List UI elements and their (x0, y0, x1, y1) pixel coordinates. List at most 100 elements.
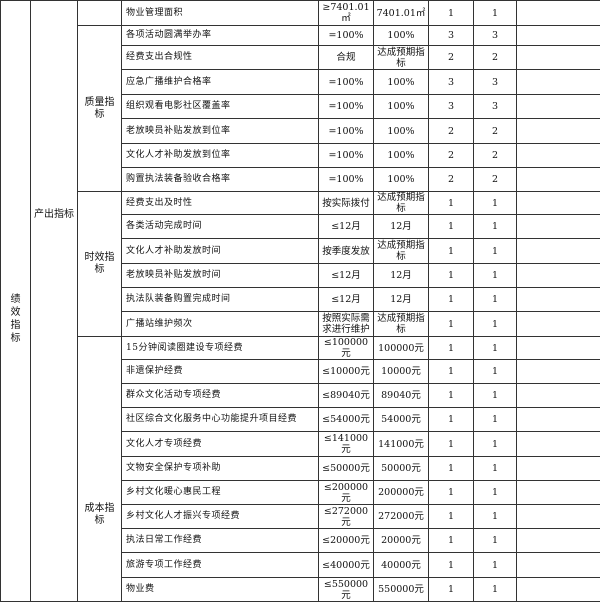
group-top-label: 绩效指标 (10, 293, 22, 345)
achieved-score: 1 (474, 481, 517, 505)
indicator-name: 文化人才补助发放时间 (122, 239, 319, 264)
achieved-score: 1 (474, 360, 517, 384)
target-value: 合规 (319, 46, 374, 70)
remarks-cell (517, 46, 600, 70)
indicator-name: 组织观看电影社区覆盖率 (122, 95, 319, 119)
achieved-score: 2 (474, 119, 517, 144)
remarks-cell (517, 144, 600, 168)
target-value: ≤40000元 (319, 553, 374, 578)
weight-score: 1 (429, 360, 474, 384)
group-top-cell: 绩效指标 (1, 1, 31, 602)
actual-value: 100% (374, 26, 429, 46)
target-value: ≤550000元 (319, 578, 374, 602)
remarks-cell (517, 168, 600, 192)
target-value: 按季度发放 (319, 239, 374, 264)
achieved-score: 3 (474, 70, 517, 95)
achieved-score: 1 (474, 264, 517, 288)
indicator-name: 执法日常工作经费 (122, 529, 319, 553)
actual-value: 100000元 (374, 337, 429, 360)
target-value: ≤10000元 (319, 360, 374, 384)
achieved-score: 3 (474, 26, 517, 46)
indicator-name: 物业管理面积 (122, 1, 319, 26)
remarks-cell (517, 553, 600, 578)
category-cell: 成本指标 (78, 337, 122, 602)
weight-score: 2 (429, 46, 474, 70)
achieved-score: 1 (474, 432, 517, 457)
target-value: 按实际拨付 (319, 192, 374, 215)
remarks-cell (517, 70, 600, 95)
weight-score: 1 (429, 505, 474, 529)
weight-score: 1 (429, 481, 474, 505)
actual-value: 12月 (374, 215, 429, 239)
achieved-score: 2 (474, 144, 517, 168)
achieved-score: 1 (474, 553, 517, 578)
remarks-cell (517, 505, 600, 529)
target-value: ≥7401.01㎡ (319, 1, 374, 26)
remarks-cell (517, 384, 600, 408)
actual-value: 89040元 (374, 384, 429, 408)
weight-score: 1 (429, 264, 474, 288)
actual-value: 141000元 (374, 432, 429, 457)
weight-score: 1 (429, 457, 474, 481)
remarks-cell (517, 457, 600, 481)
weight-score: 3 (429, 26, 474, 46)
target-value: =100% (319, 26, 374, 46)
achieved-score: 1 (474, 239, 517, 264)
actual-value: 达成预期指标 (374, 239, 429, 264)
target-value: ≤12月 (319, 288, 374, 312)
achieved-score: 1 (474, 457, 517, 481)
indicator-name: 群众文化活动专项经费 (122, 384, 319, 408)
actual-value: 达成预期指标 (374, 312, 429, 337)
remarks-cell (517, 337, 600, 360)
achieved-score: 1 (474, 578, 517, 602)
target-value: =100% (319, 95, 374, 119)
group-second-cell: 产出指标 (31, 1, 78, 602)
indicator-name: 物业费 (122, 578, 319, 602)
indicator-name: 社区综合文化服务中心功能提升项目经费 (122, 408, 319, 432)
indicator-name: 乡村文化暖心惠民工程 (122, 481, 319, 505)
weight-score: 1 (429, 553, 474, 578)
indicator-name: 文化人才补助发放到位率 (122, 144, 319, 168)
target-value: ≤272000元 (319, 505, 374, 529)
actual-value: 12月 (374, 264, 429, 288)
achieved-score: 1 (474, 288, 517, 312)
group-second-label: 产出指标 (34, 209, 74, 220)
actual-value: 54000元 (374, 408, 429, 432)
remarks-cell (517, 432, 600, 457)
actual-value: 200000元 (374, 481, 429, 505)
remarks-cell (517, 578, 600, 602)
achieved-score: 1 (474, 408, 517, 432)
actual-value: 100% (374, 95, 429, 119)
actual-value: 100% (374, 144, 429, 168)
actual-value: 达成预期指标 (374, 192, 429, 215)
actual-value: 7401.01㎡ (374, 1, 429, 26)
remarks-cell (517, 1, 600, 26)
remarks-cell (517, 26, 600, 46)
actual-value: 40000元 (374, 553, 429, 578)
category-cell-continued (78, 1, 122, 26)
indicator-name: 各类活动完成时间 (122, 215, 319, 239)
weight-score: 1 (429, 432, 474, 457)
target-value: ≤12月 (319, 264, 374, 288)
indicator-name: 文化人才专项经费 (122, 432, 319, 457)
indicator-name: 执法队装备购置完成时间 (122, 288, 319, 312)
weight-score: 1 (429, 239, 474, 264)
achieved-score: 1 (474, 215, 517, 239)
indicator-name: 非遗保护经费 (122, 360, 319, 384)
actual-value: 50000元 (374, 457, 429, 481)
weight-score: 3 (429, 70, 474, 95)
achieved-score: 3 (474, 95, 517, 119)
actual-value: 20000元 (374, 529, 429, 553)
target-value: ≤20000元 (319, 529, 374, 553)
remarks-cell (517, 481, 600, 505)
remarks-cell (517, 95, 600, 119)
category-cell: 质量指标 (78, 26, 122, 192)
actual-value: 272000元 (374, 505, 429, 529)
achieved-score: 1 (474, 384, 517, 408)
target-value: ≤12月 (319, 215, 374, 239)
